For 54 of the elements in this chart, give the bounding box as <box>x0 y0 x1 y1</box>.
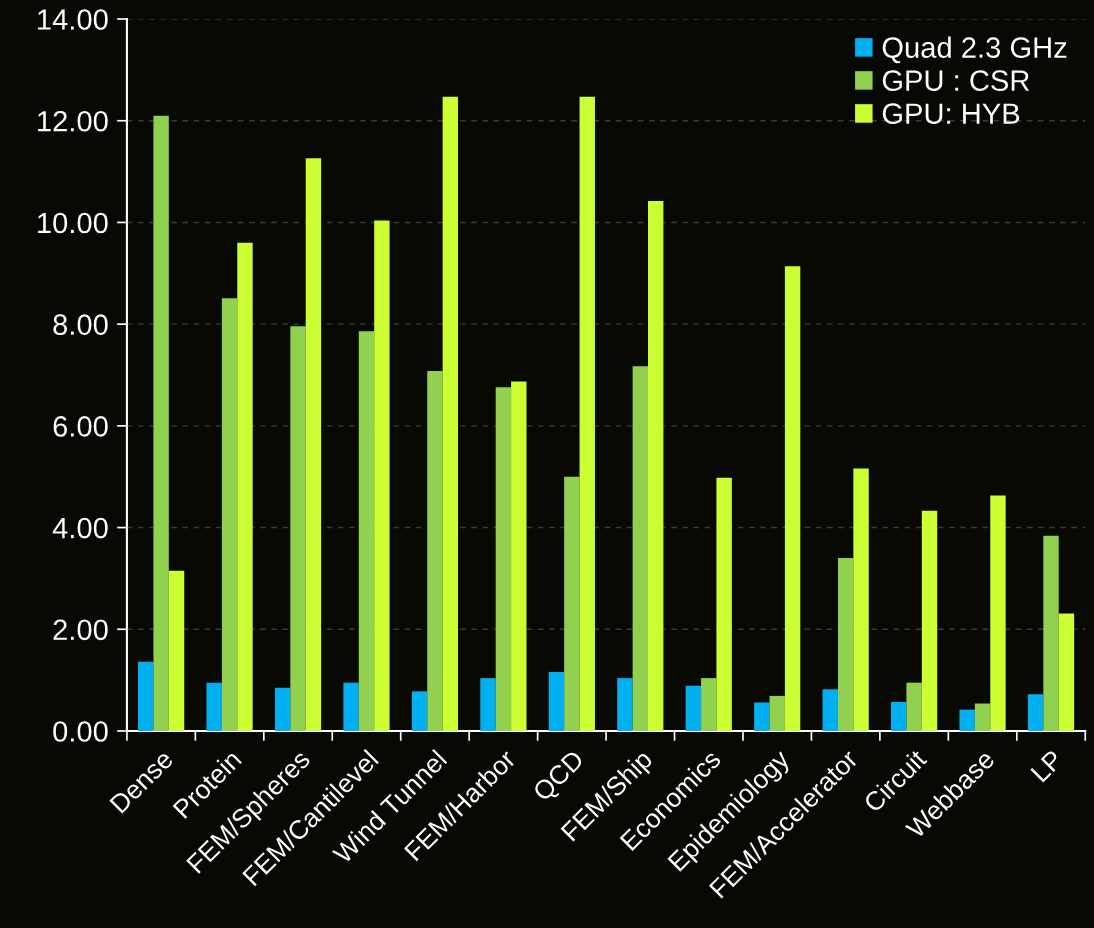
bar <box>837 558 854 731</box>
bar <box>480 678 496 731</box>
bar <box>891 702 907 731</box>
y-tick-label: 6.00 <box>53 416 108 437</box>
bar <box>374 220 390 731</box>
bar <box>548 671 565 731</box>
bar <box>442 96 459 731</box>
y-tick-label: 8.00 <box>53 314 108 336</box>
bar <box>153 115 169 731</box>
bar <box>974 703 991 731</box>
bar <box>990 495 1006 731</box>
y-tick-label: 10.00 <box>38 212 108 234</box>
bar <box>959 709 975 731</box>
y-tick-label: 4.00 <box>52 517 108 539</box>
bar <box>754 702 770 731</box>
bar <box>138 661 154 731</box>
bar <box>206 682 222 731</box>
bar <box>716 477 732 731</box>
bar <box>221 298 238 731</box>
bar <box>906 682 922 731</box>
bar <box>511 381 527 731</box>
bar <box>648 201 664 731</box>
bar <box>168 570 185 731</box>
bar <box>343 682 359 731</box>
y-tick-label: 14.00 <box>38 9 108 30</box>
bar <box>685 685 702 731</box>
legend-label: Quad 2.3 GHz <box>882 36 1067 64</box>
y-tick-label: 2.00 <box>53 619 108 641</box>
bar <box>1043 535 1059 731</box>
x-tick-label: LP <box>1030 749 1064 783</box>
bar <box>358 331 375 731</box>
bar <box>274 687 291 731</box>
bar <box>853 468 869 731</box>
bar <box>564 476 580 731</box>
bar <box>411 691 428 731</box>
bar <box>632 366 648 731</box>
bar <box>1058 613 1075 731</box>
bar <box>495 387 512 731</box>
bar <box>921 510 938 731</box>
bar <box>579 96 595 731</box>
bar <box>1027 694 1044 731</box>
bar <box>769 695 785 731</box>
y-tick-label: 12.00 <box>38 110 108 132</box>
bar <box>305 158 322 731</box>
bar <box>822 689 838 731</box>
bar <box>617 678 633 731</box>
bar <box>701 678 717 731</box>
bar <box>237 242 253 731</box>
bar <box>427 370 443 731</box>
bar <box>784 266 801 731</box>
legend-label: GPU: HYB <box>882 103 1020 124</box>
bar <box>290 326 306 731</box>
legend-label: GPU : CSR <box>882 70 1030 91</box>
y-tick-label: 0.00 <box>53 721 108 742</box>
